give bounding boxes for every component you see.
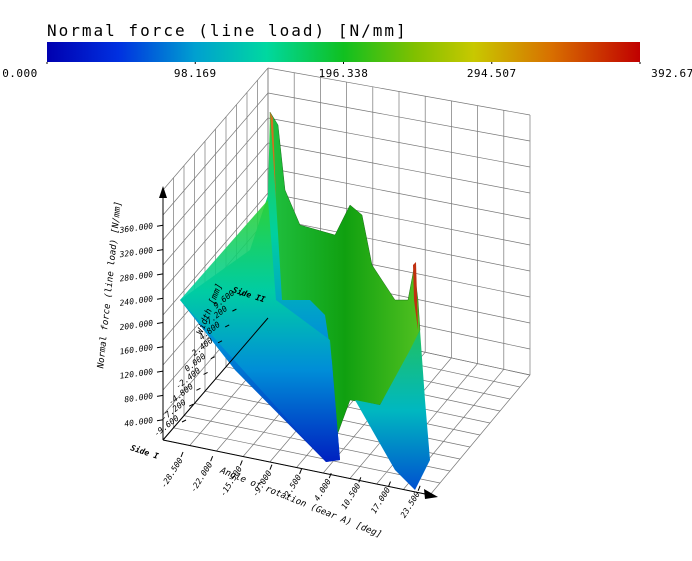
colorbar-tick-label: 98.169 xyxy=(174,67,217,80)
x-tick xyxy=(269,464,273,470)
back-wall-grid xyxy=(267,192,531,246)
back-wall-grid xyxy=(267,92,531,142)
side-wall-grid xyxy=(162,142,269,266)
x-tick xyxy=(358,477,362,483)
side-wall-grid xyxy=(162,192,269,316)
z-tick-label: 40.000 xyxy=(124,416,154,429)
z-axis-label: Normal force (line load) [N/mm] xyxy=(96,201,124,370)
z-tick xyxy=(156,273,164,276)
back-wall-grid xyxy=(267,67,531,116)
x-tick-label: 10.500 xyxy=(340,481,363,510)
x-tick-label: -22.000 xyxy=(189,460,215,494)
back-wall-grid xyxy=(267,167,531,220)
x-tick xyxy=(417,485,421,491)
z-tick-label: 120.000 xyxy=(119,367,154,381)
x-tick xyxy=(328,472,332,479)
x-tick xyxy=(180,451,184,458)
colorbar-title: Normal force (line load) [N/mm] xyxy=(47,21,408,40)
side-wall-grid xyxy=(162,117,269,241)
colorbar-tick-label: 392.676 xyxy=(651,67,692,80)
x-axis-arrow xyxy=(424,489,438,499)
z-axis-arrow xyxy=(159,186,167,198)
x-tick-label: 23.500 xyxy=(399,490,422,519)
colorbar-tick-label: 0.000 xyxy=(2,67,38,80)
x-tick xyxy=(210,456,214,462)
y-axis-line xyxy=(162,317,269,441)
colorbar xyxy=(47,42,640,62)
z-tick xyxy=(156,394,164,397)
z-tick-label: 200.000 xyxy=(119,319,154,333)
x-tick xyxy=(388,481,391,487)
z-tick xyxy=(156,370,164,373)
x-tick xyxy=(239,460,243,466)
y-tick xyxy=(203,372,208,375)
y-tick xyxy=(188,403,194,407)
y-tick xyxy=(196,387,201,391)
z-tick-label: 280.000 xyxy=(119,270,154,284)
side-wall-grid xyxy=(162,167,269,291)
side-wall-grid xyxy=(162,67,269,191)
z-tick-label: 320.000 xyxy=(118,246,154,260)
z-tick-label: 160.000 xyxy=(119,343,154,357)
z-tick xyxy=(156,297,164,300)
z-tick xyxy=(156,419,164,422)
y-tick xyxy=(239,292,244,296)
z-tick xyxy=(156,249,164,252)
side-label: Side I xyxy=(129,442,160,460)
y-tick xyxy=(210,356,216,360)
z-tick xyxy=(156,346,164,349)
colorbar-tick-label: 196.338 xyxy=(319,67,369,80)
colorbar-tick-label: 294.507 xyxy=(467,67,517,80)
y-tick xyxy=(232,308,237,312)
back-wall-grid xyxy=(267,117,531,168)
x-tick xyxy=(299,468,303,475)
y-tick xyxy=(181,419,187,423)
z-tick-label: 80.000 xyxy=(124,391,154,404)
y-tick xyxy=(217,340,223,344)
y-tick xyxy=(224,324,230,328)
back-wall-grid xyxy=(267,142,531,194)
z-tick-label: 360.000 xyxy=(118,221,154,235)
z-tick xyxy=(156,224,164,227)
x-axis-line xyxy=(162,439,431,496)
x-tick-label: 4.000 xyxy=(312,477,332,502)
side-wall-grid xyxy=(162,92,269,216)
z-tick xyxy=(156,322,164,324)
surface xyxy=(180,111,430,490)
x-tick-label: -28.500 xyxy=(159,456,185,490)
z-tick-label: 240.000 xyxy=(119,294,154,308)
floor-grid xyxy=(429,374,531,496)
x-tick-label: 17.000 xyxy=(369,486,392,515)
